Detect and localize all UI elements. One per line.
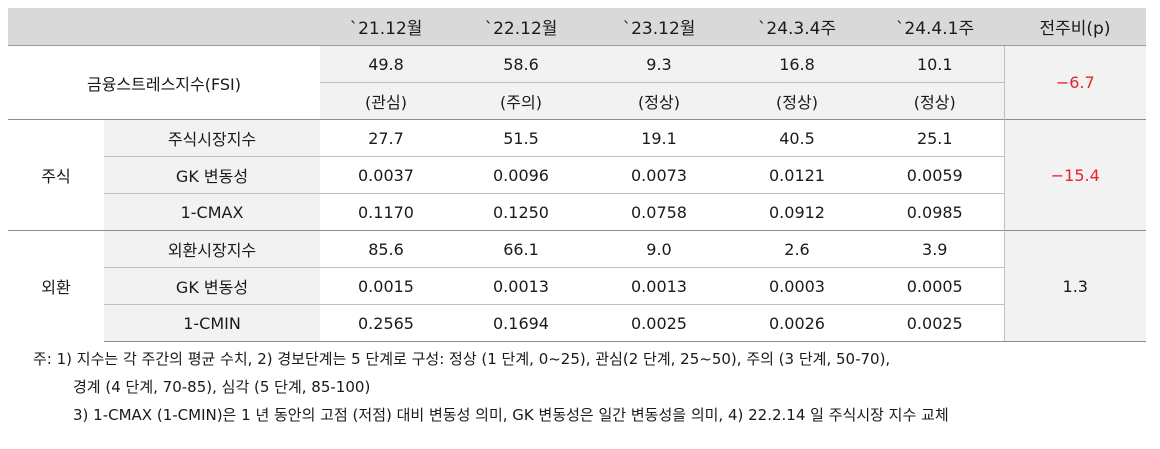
fx-value: 0.1694 xyxy=(452,304,590,342)
stock-value: 0.0037 xyxy=(320,156,452,194)
fx-value: 2.6 xyxy=(728,230,866,268)
fsi-value: 9.3 xyxy=(590,45,728,83)
fx-value: 85.6 xyxy=(320,230,452,268)
header-change: 전주비(p) xyxy=(1004,8,1146,46)
fx-row: 외환 외환시장지수 85.6 66.1 9.0 2.6 3.9 1.3 xyxy=(8,230,1146,342)
stock-change: −15.4 xyxy=(1003,119,1146,231)
stock-value: 19.1 xyxy=(590,119,728,157)
fx-value: 0.0025 xyxy=(866,304,1004,342)
header-period: `24.4.1주 xyxy=(866,8,1004,46)
header-period: `24.3.4주 xyxy=(728,8,866,46)
stock-row-label: GK 변동성 xyxy=(104,156,320,194)
fx-change: 1.3 xyxy=(1003,230,1146,342)
fx-value: 0.0025 xyxy=(590,304,728,342)
fsi-value: 10.1 xyxy=(866,45,1004,83)
fsi-stage-row: (관심) (주의) (정상) (정상) (정상) xyxy=(8,82,1146,120)
fx-row: 1-CMIN 0.2565 0.1694 0.0025 0.0026 0.002… xyxy=(8,304,1146,342)
note-line: 경계 (4 단계, 70-85), 심각 (5 단계, 85-100) xyxy=(73,378,371,396)
stock-value: 0.0073 xyxy=(590,156,728,194)
header-period: `22.12월 xyxy=(452,8,590,46)
stock-value: 0.1250 xyxy=(493,202,549,222)
fsi-value: 49.8 xyxy=(320,45,452,83)
fsi-stage: (정상) xyxy=(866,82,1004,120)
stock-row-label: 1-CMAX xyxy=(104,193,320,231)
stock-group-label: 주식 xyxy=(8,119,104,231)
stock-value: 0.0758 xyxy=(631,202,687,222)
header-blank-2 xyxy=(104,8,320,46)
fx-value: 0.0013 xyxy=(590,267,728,305)
note-line: 3) 1-CMAX (1-CMIN)은 1 년 동안의 고점 (저점) 대비 변… xyxy=(73,406,949,424)
fx-row: GK 변동성 0.0015 0.0013 0.0013 0.0003 0.000… xyxy=(8,267,1146,305)
fx-value: 0.0003 xyxy=(728,267,866,305)
stock-value: 27.7 xyxy=(320,119,452,157)
fx-row-label: 1-CMIN xyxy=(104,304,320,342)
stock-row-label: 주식시장지수 xyxy=(104,119,320,157)
header-period: `23.12월 xyxy=(590,8,728,46)
fsi-label: 금융스트레스지수(FSI) xyxy=(86,74,242,94)
fx-value: 0.0015 xyxy=(320,267,452,305)
stock-value: 0.0059 xyxy=(866,156,1004,194)
fsi-change: −6.7 xyxy=(1003,45,1146,120)
fsi-stage: (관심) xyxy=(320,82,452,120)
table-notes: 주: 1) 지수는 각 주간의 평균 수치, 2) 경보단계는 5 단계로 구성… xyxy=(33,345,949,429)
header-period: `21.12월 xyxy=(320,8,452,46)
stock-row: 주식 주식시장지수 27.7 51.5 19.1 40.5 25.1 −15.4 xyxy=(8,119,1146,231)
fx-row-label: 외환시장지수 xyxy=(104,230,320,268)
fx-value: 0.2565 xyxy=(320,304,452,342)
stock-value: 0.0121 xyxy=(728,156,866,194)
stock-value: 51.5 xyxy=(452,119,590,157)
stock-value: 25.1 xyxy=(866,119,1004,157)
fx-value: 3.9 xyxy=(866,230,1004,268)
fsi-stage: (정상) xyxy=(728,82,866,120)
header-row: `21.12월 `22.12월 `23.12월 `24.3.4주 `24.4.1… xyxy=(8,8,1146,46)
fx-value: 0.0005 xyxy=(866,267,1004,305)
stock-value: 0.0096 xyxy=(452,156,590,194)
stock-value: 0.0912 xyxy=(769,202,825,222)
fx-value: 0.0026 xyxy=(728,304,866,342)
stock-value: 0.0985 xyxy=(906,202,963,222)
stock-value: 0.1170 xyxy=(358,202,414,222)
stock-value: 40.5 xyxy=(728,119,866,157)
fsi-table: `21.12월 `22.12월 `23.12월 `24.3.4주 `24.4.1… xyxy=(8,8,1146,342)
header-blank-1 xyxy=(8,8,104,46)
fsi-value: 58.6 xyxy=(452,45,590,83)
fsi-value: 16.8 xyxy=(728,45,866,83)
fsi-stage: (정상) xyxy=(590,82,728,120)
fx-row-label: GK 변동성 xyxy=(104,267,320,305)
fx-value: 0.0013 xyxy=(452,267,590,305)
stock-row: 1-CMAX 0.1170 0.1250 0.0758 0.0912 0.098… xyxy=(8,193,1146,231)
note-line: 주: 1) 지수는 각 주간의 평균 수치, 2) 경보단계는 5 단계로 구성… xyxy=(33,350,891,368)
fx-value: 66.1 xyxy=(452,230,590,268)
stock-row: GK 변동성 0.0037 0.0096 0.0073 0.0121 0.005… xyxy=(8,156,1146,194)
fsi-value-row: 금융스트레스지수(FSI) 49.8 58.6 9.3 16.8 10.1 −6… xyxy=(8,45,1146,120)
fsi-stage: (주의) xyxy=(452,82,590,120)
fx-value: 9.0 xyxy=(590,230,728,268)
fx-group-label: 외환 xyxy=(8,230,104,342)
